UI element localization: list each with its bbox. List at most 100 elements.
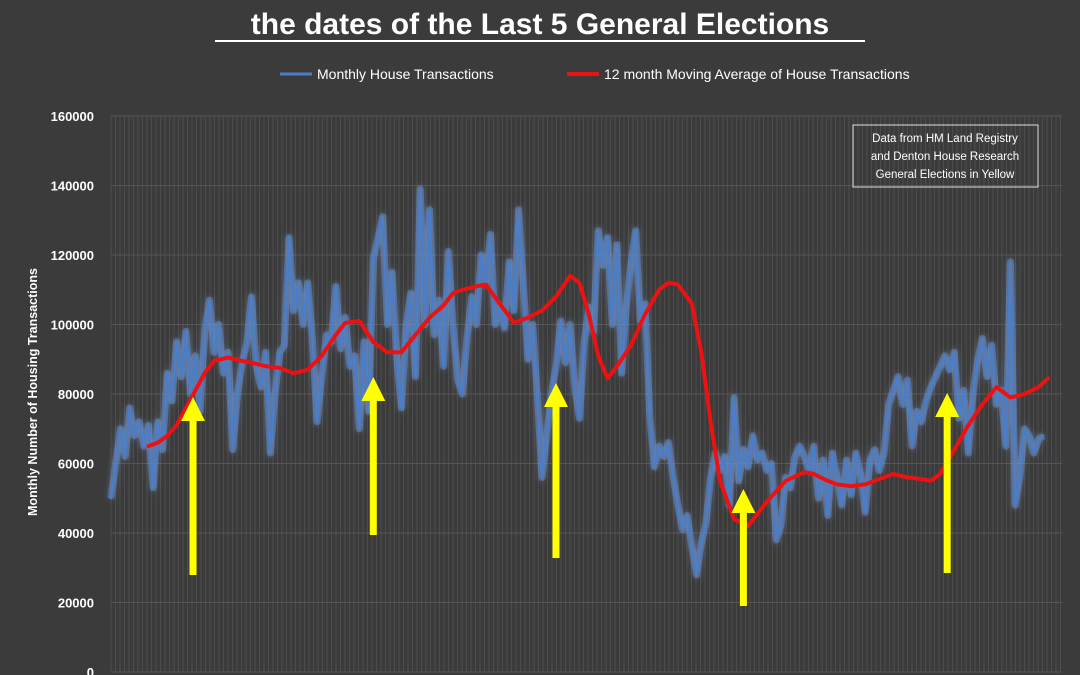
data-point (597, 229, 599, 232)
series-line (109, 187, 1045, 576)
data-point (307, 282, 309, 284)
data-point (517, 209, 520, 211)
data-point (344, 316, 347, 319)
data-point (798, 445, 801, 447)
data-point (864, 511, 866, 513)
data-point (147, 424, 150, 427)
data-point (124, 455, 126, 458)
data-point (841, 504, 843, 507)
data-point (883, 452, 885, 454)
data-point (433, 334, 436, 336)
data-point (311, 337, 314, 340)
data-point (1042, 434, 1045, 437)
data-point (1014, 504, 1016, 507)
data-point (630, 261, 632, 263)
data-point (686, 514, 688, 517)
data-point (658, 445, 660, 447)
data-point (911, 445, 913, 447)
data-point (789, 487, 792, 489)
data-point (269, 452, 272, 454)
data-point (414, 334, 417, 336)
data-point (784, 480, 787, 482)
data-point (363, 341, 365, 343)
data-point (822, 459, 824, 461)
data-point (466, 337, 468, 340)
data-point (358, 320, 361, 322)
data-point (869, 459, 871, 461)
data-point (602, 264, 604, 267)
election-arrow (935, 393, 960, 573)
data-point (958, 417, 960, 420)
data-point (283, 344, 286, 347)
grid-lines (110, 115, 1062, 673)
data-point (630, 344, 632, 347)
data-point (185, 407, 187, 409)
data-point (335, 285, 337, 288)
data-point (569, 275, 571, 277)
data-point (175, 341, 178, 343)
data-point (962, 389, 965, 392)
info-box: Data from HM Land Registry and Denton Ho… (852, 124, 1039, 188)
data-point (339, 348, 342, 350)
data-point (227, 351, 229, 354)
data-point (260, 386, 262, 388)
data-point (648, 414, 651, 416)
data-point (770, 462, 773, 465)
data-point (250, 361, 253, 364)
data-point (625, 306, 628, 308)
data-point (901, 403, 904, 406)
data-point (752, 434, 754, 437)
data-point (485, 283, 487, 286)
info-box-line: General Elections in Yellow (876, 169, 1015, 181)
y-tick-label: 60000 (58, 457, 94, 472)
data-point (812, 473, 815, 475)
data-point (836, 476, 838, 479)
data-point (967, 452, 970, 454)
data-point (700, 542, 703, 545)
data-point (864, 483, 866, 486)
data-point (349, 365, 351, 368)
data-point (953, 448, 956, 451)
data-point (246, 341, 248, 343)
y-axis-ticks: 0 20000 40000 60000 80000 100000 120000 140000 1… (51, 109, 94, 675)
moving-average-series (146, 273, 1050, 528)
data-point (372, 341, 375, 343)
data-point (442, 365, 445, 368)
chart-title: the dates of the Last 5 General Election… (251, 8, 830, 41)
data-point (414, 375, 417, 378)
data-point (747, 466, 749, 468)
data-point (213, 360, 215, 362)
data-point (742, 448, 745, 451)
data-point (503, 327, 506, 329)
data-point (438, 299, 440, 302)
election-arrow (544, 383, 568, 558)
data-point (897, 375, 899, 378)
data-point (803, 455, 806, 458)
data-point (972, 393, 974, 395)
data-point (995, 386, 998, 388)
data-point (663, 455, 665, 458)
data-point (939, 473, 941, 475)
data-point (930, 386, 932, 388)
data-point (1037, 438, 1040, 441)
data-point (278, 367, 281, 369)
data-point (555, 365, 557, 368)
data-point (925, 400, 927, 402)
data-point (559, 320, 562, 322)
data-point (489, 233, 492, 235)
y-tick-label: 20000 (58, 596, 94, 611)
data-point (986, 375, 988, 378)
election-arrow (731, 489, 756, 606)
data-point (391, 271, 393, 274)
data-point (616, 365, 618, 368)
data-point (695, 573, 698, 576)
election-arrow (361, 377, 386, 535)
data-point (555, 295, 557, 298)
data-point (157, 421, 159, 423)
data-point (396, 358, 398, 361)
data-point (606, 236, 609, 239)
data-point (634, 229, 637, 232)
data-point (723, 455, 726, 458)
y-tick-label: 80000 (58, 387, 94, 402)
